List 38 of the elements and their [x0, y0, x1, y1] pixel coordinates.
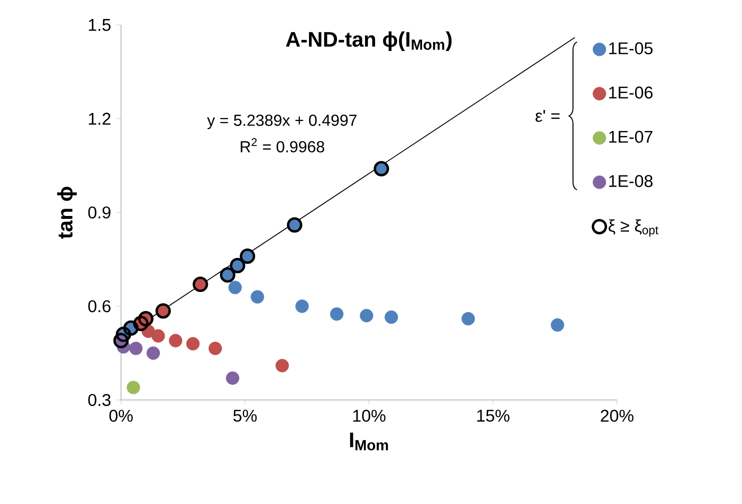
- point: [186, 337, 200, 350]
- text: I$_{Mom}$: [350, 432, 388, 450]
- legend-label: 1E-05: [609, 42, 653, 54]
- y-tick-label: 0.6: [88, 300, 110, 312]
- x-tick-label: 15%: [477, 410, 510, 422]
- point: [295, 300, 309, 313]
- y-axis-title: tan ϕ: [57, 186, 77, 239]
- y-tick-label: 0.3: [88, 394, 110, 406]
- legend-label: ξ ≥ ξ$_{opt}$: [608, 219, 658, 237]
- point: [168, 334, 182, 348]
- legend-title: ε' =: [536, 110, 560, 122]
- legend-label: 1E-07: [609, 130, 652, 143]
- x-tick-label: 5%: [233, 410, 257, 422]
- point: [360, 308, 374, 322]
- point: [330, 307, 344, 321]
- point: [276, 358, 289, 372]
- annotation: y = 5.2389x + 0.4997: [207, 114, 357, 130]
- chart-title: A-ND-tan ϕ(I$_{Mom}$): [286, 31, 452, 51]
- point: [462, 312, 475, 326]
- y-tick-label: 1.2: [88, 112, 110, 125]
- point: [550, 318, 564, 332]
- point: [152, 329, 165, 343]
- point: [208, 342, 222, 356]
- x-tick-label: 0%: [109, 410, 133, 422]
- y-tick-label: 0.9: [88, 206, 110, 219]
- annotation: R$^{2}$ = 0.9968: [240, 138, 324, 152]
- legend-label: 1E-08: [609, 175, 653, 188]
- x-tick-label: 10%: [353, 410, 386, 422]
- y-tick-label: 1.5: [88, 19, 111, 31]
- point: [146, 346, 160, 360]
- point: [228, 280, 242, 294]
- point: [129, 342, 143, 356]
- point: [384, 310, 398, 324]
- legend-label: 1E-06: [609, 86, 653, 99]
- x-tick-label: 20%: [600, 410, 634, 422]
- point: [250, 290, 264, 304]
- point: [226, 371, 240, 385]
- point: [126, 380, 140, 394]
